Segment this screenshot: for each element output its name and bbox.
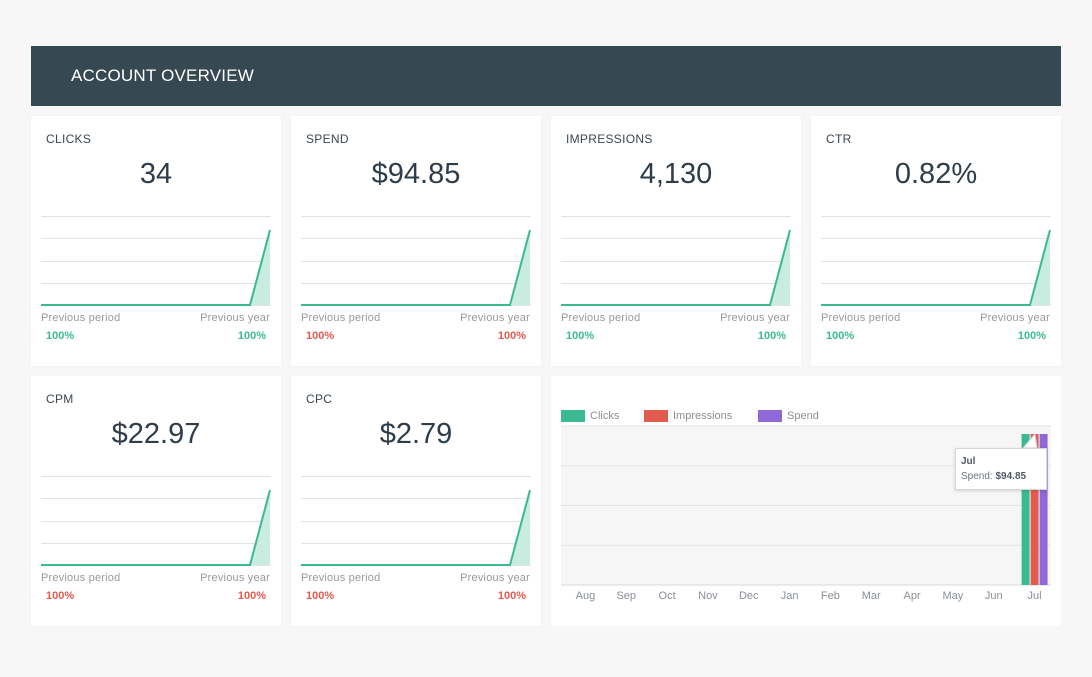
previous-period-caption: Previous period bbox=[561, 312, 641, 324]
legend-swatch-spend bbox=[758, 410, 782, 422]
sparkline-chart bbox=[41, 216, 271, 306]
sparkline-chart bbox=[821, 216, 1051, 306]
bar-clicks-jul[interactable] bbox=[1021, 434, 1030, 585]
legend-label-impressions: Impressions bbox=[673, 410, 733, 422]
sparkline-line bbox=[301, 489, 531, 566]
tooltip-value: $94.85 bbox=[995, 471, 1027, 482]
sparkline-line bbox=[301, 229, 531, 306]
metric-card-cpc: CPC $2.79 Previous period Previous year 100%… bbox=[291, 376, 541, 626]
metric-card-cpm: CPM $22.97 Previous period Previous year 100… bbox=[31, 376, 281, 626]
previous-period-change: 100% bbox=[306, 590, 335, 602]
x-axis-label: Sep bbox=[616, 590, 637, 602]
metric-label: SPEND bbox=[306, 132, 349, 146]
sparkline-line bbox=[41, 229, 271, 306]
previous-period-caption: Previous period bbox=[41, 312, 121, 324]
metric-label: CTR bbox=[826, 132, 852, 146]
tooltip-title: Jul bbox=[961, 456, 976, 467]
metric-value: $2.79 bbox=[379, 418, 453, 450]
previous-year-caption: Previous year bbox=[720, 312, 790, 324]
chart-tooltip: Jul Spend: $94.85 bbox=[955, 448, 1047, 490]
metric-label: CLICKS bbox=[46, 132, 92, 146]
metric-card-spend: SPEND $94.85 Previous period Previous year 1… bbox=[291, 116, 541, 366]
x-axis-label: Feb bbox=[820, 590, 840, 602]
metric-card-clicks: CLICKS 34 Previous period Previous year 100%… bbox=[31, 116, 281, 366]
sparkline-chart bbox=[561, 216, 791, 306]
sparkline-chart bbox=[301, 476, 531, 566]
x-axis-label: Apr bbox=[903, 590, 921, 602]
metric-label: CPC bbox=[306, 392, 333, 406]
x-axis-label: May bbox=[942, 590, 964, 602]
previous-year-change: 100% bbox=[237, 330, 266, 342]
previous-period-caption: Previous period bbox=[301, 312, 381, 324]
previous-period-change: 100% bbox=[826, 330, 855, 342]
tooltip-label: Spend: bbox=[961, 471, 993, 482]
x-axis-label: Jun bbox=[984, 590, 1003, 602]
metric-card-ctr: CTR 0.82% Previous period Previous year 100%… bbox=[811, 116, 1061, 366]
legend-swatch-impressions bbox=[644, 410, 668, 422]
metric-value: 4,130 bbox=[639, 158, 713, 190]
metric-value: 34 bbox=[139, 158, 173, 190]
metric-value: $22.97 bbox=[111, 418, 201, 450]
account-overview-header: ACCOUNT OVERVIEW bbox=[31, 46, 1061, 106]
x-axis-label: Oct bbox=[658, 590, 676, 602]
previous-period-caption: Previous period bbox=[301, 572, 381, 584]
previous-year-caption: Previous year bbox=[460, 572, 530, 584]
legend-label-clicks: Clicks bbox=[590, 410, 620, 422]
x-axis-label: Nov bbox=[698, 590, 718, 602]
metric-card-impressions: IMPRESSIONS 4,130 Previous period Previous … bbox=[551, 116, 801, 366]
metric-value: $94.85 bbox=[371, 158, 461, 190]
bar-spend-jul[interactable] bbox=[1039, 434, 1048, 585]
bar-chart-plot bbox=[561, 425, 1051, 586]
sparkline-line bbox=[821, 229, 1051, 306]
legend-label-spend: Spend bbox=[787, 410, 819, 422]
previous-period-change: 100% bbox=[46, 590, 75, 602]
previous-year-caption: Previous year bbox=[200, 572, 270, 584]
metric-label: IMPRESSIONS bbox=[566, 132, 653, 146]
previous-year-change: 100% bbox=[497, 590, 526, 602]
metric-value: 0.82% bbox=[894, 158, 978, 190]
previous-period-caption: Previous period bbox=[41, 572, 121, 584]
previous-year-caption: Previous year bbox=[460, 312, 530, 324]
bar-impressions-jul[interactable] bbox=[1030, 434, 1039, 585]
tooltip-body: Spend: $94.85 bbox=[961, 471, 1026, 482]
sparkline-chart bbox=[301, 216, 531, 306]
previous-period-change: 100% bbox=[566, 330, 595, 342]
x-axis-label: Jan bbox=[780, 590, 799, 602]
x-axis-label: Aug bbox=[575, 590, 596, 602]
sparkline-line bbox=[561, 229, 791, 306]
page-title: ACCOUNT OVERVIEW bbox=[71, 66, 254, 85]
legend-swatch-clicks bbox=[561, 410, 585, 422]
sparkline-chart bbox=[41, 476, 271, 566]
x-axis-label: Dec bbox=[738, 590, 759, 602]
previous-year-change: 100% bbox=[237, 590, 266, 602]
metric-label: CPM bbox=[46, 392, 74, 406]
previous-year-caption: Previous year bbox=[980, 312, 1050, 324]
x-axis-label: Mar bbox=[861, 590, 881, 602]
monthly-bar-chart: Clicks Impressions Spend Aug Sep Oct Nov Dec… bbox=[551, 376, 1061, 626]
previous-period-change: 100% bbox=[46, 330, 75, 342]
previous-period-change: 100% bbox=[306, 330, 335, 342]
previous-year-change: 100% bbox=[1017, 330, 1046, 342]
sparkline-line bbox=[41, 489, 271, 566]
x-axis-label: Jul bbox=[1027, 590, 1042, 602]
previous-year-caption: Previous year bbox=[200, 312, 270, 324]
previous-year-change: 100% bbox=[757, 330, 786, 342]
previous-period-caption: Previous period bbox=[821, 312, 901, 324]
previous-year-change: 100% bbox=[497, 330, 526, 342]
